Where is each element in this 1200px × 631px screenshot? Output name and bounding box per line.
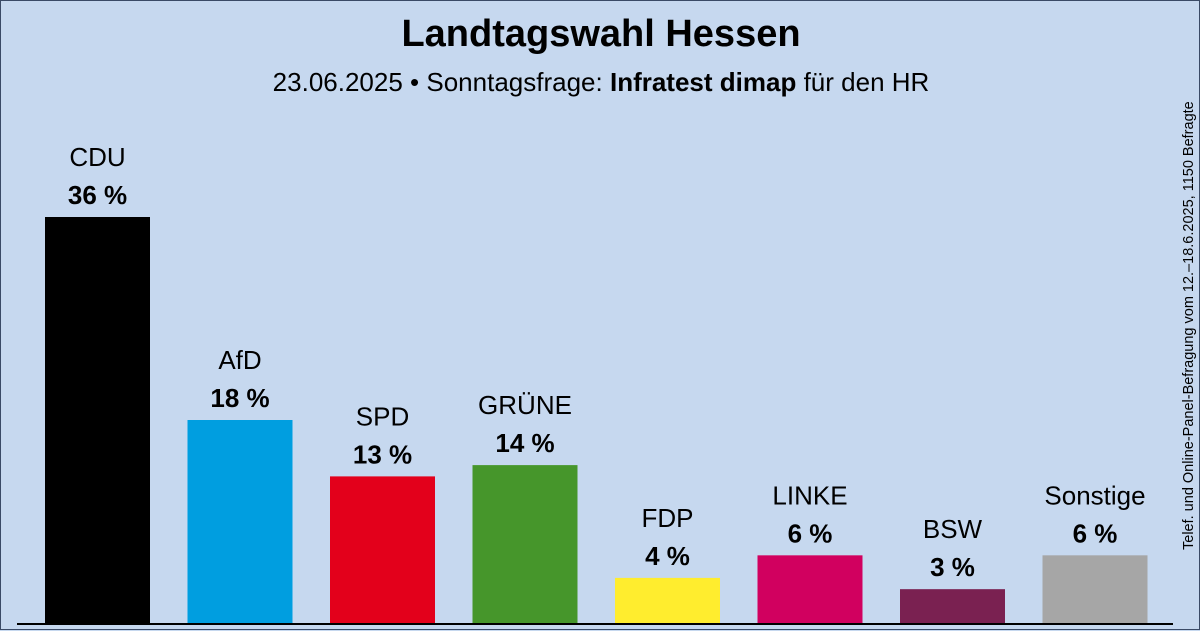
bar-spd <box>330 476 435 623</box>
bar-grüne <box>472 465 578 623</box>
bar-sonstige <box>1042 555 1148 623</box>
bar-linke <box>757 555 863 623</box>
value-label-fdp: 4 % <box>645 541 690 571</box>
bar-cdu <box>45 217 150 623</box>
category-label-linke: LINKE <box>772 480 847 510</box>
bar-afd <box>187 420 293 623</box>
value-label-bsw: 3 % <box>930 552 975 582</box>
poll-date: 23.06.2025 <box>272 67 403 97</box>
value-label-grüne: 14 % <box>495 428 554 458</box>
category-label-afd: AfD <box>218 345 261 375</box>
category-label-bsw: BSW <box>923 514 983 544</box>
value-label-sonstige: 6 % <box>1073 518 1118 548</box>
value-label-linke: 6 % <box>788 518 833 548</box>
bar-fdp <box>615 577 720 623</box>
category-label-grüne: GRÜNE <box>478 390 572 420</box>
category-label-sonstige: Sonstige <box>1044 480 1145 510</box>
poll-institute: Infratest dimap <box>609 67 797 97</box>
value-label-afd: 18 % <box>210 383 269 413</box>
chart-title: Landtagswahl Hessen <box>401 13 801 55</box>
value-label-spd: 13 % <box>353 439 412 469</box>
bar-bsw <box>900 589 1005 623</box>
chart-subtitle: 23.06.2025 • Sonntagsfrage: Infratest di… <box>1 67 1200 98</box>
survey-note: Telef. und Online-Panel-Befragung vom 12… <box>1181 101 1197 551</box>
category-label-cdu: CDU <box>69 142 125 172</box>
category-label-spd: SPD <box>356 401 409 431</box>
poll-client: für den HR <box>803 67 930 97</box>
category-label-fdp: FDP <box>642 503 694 533</box>
value-label-cdu: 36 % <box>68 180 127 210</box>
poll-type: • Sonntagsfrage: <box>410 67 603 97</box>
